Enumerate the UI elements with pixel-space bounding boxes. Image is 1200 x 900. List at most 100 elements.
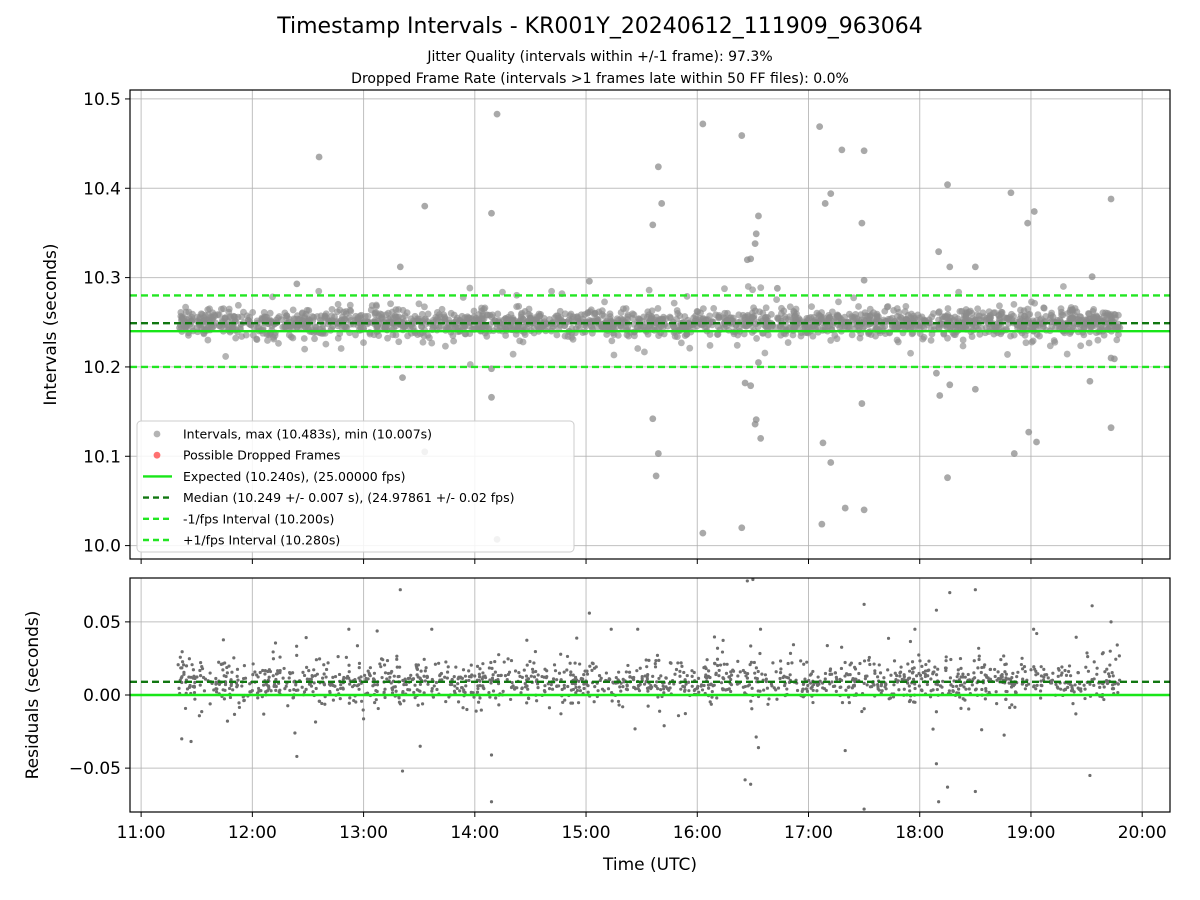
interval-point <box>493 324 501 331</box>
residual-point <box>200 709 204 714</box>
residual-point <box>274 688 278 692</box>
residual-point <box>274 672 279 676</box>
residual-point <box>497 703 501 707</box>
residual-point <box>532 661 536 665</box>
residual-point <box>984 687 988 691</box>
residual-point <box>543 684 547 688</box>
residual-point <box>976 666 980 670</box>
residual-point <box>715 696 719 700</box>
interval-outlier-point <box>396 263 404 271</box>
residual-point <box>413 683 417 687</box>
residual-point <box>929 689 933 693</box>
residual-point <box>352 698 356 703</box>
residual-point <box>389 671 393 675</box>
residual-point <box>847 700 851 705</box>
residual-point <box>816 675 820 679</box>
interval-point <box>997 310 1005 318</box>
residual-point <box>519 691 523 695</box>
interval-point <box>255 323 263 331</box>
interval-point <box>1063 350 1071 358</box>
residual-point <box>240 684 244 688</box>
residual-point <box>851 676 855 681</box>
interval-point <box>1046 342 1054 350</box>
residual-point <box>526 687 530 691</box>
residual-point <box>1002 733 1006 737</box>
interval-point <box>982 323 990 331</box>
residual-point <box>799 659 803 663</box>
residual-point <box>674 667 679 672</box>
residual-outlier-point <box>587 611 591 615</box>
interval-point <box>315 287 323 295</box>
interval-point <box>234 301 242 309</box>
interval-outlier-point <box>858 400 866 407</box>
residual-point <box>304 636 308 640</box>
residual-point <box>517 671 521 675</box>
residual-point <box>286 704 290 708</box>
residual-point <box>651 674 655 678</box>
residual-point <box>664 676 668 680</box>
residual-point <box>333 674 338 679</box>
residual-point <box>474 709 478 713</box>
residual-point <box>1076 686 1080 690</box>
residual-point <box>313 674 317 678</box>
residual-point <box>518 674 522 678</box>
residual-point <box>917 671 921 676</box>
residual-point <box>430 627 434 631</box>
interval-outlier-point <box>293 280 301 288</box>
interval-outlier-point <box>935 248 943 256</box>
interval-point <box>902 302 910 310</box>
residual-point <box>847 695 851 699</box>
residual-point <box>287 676 291 680</box>
residual-point <box>1085 651 1089 655</box>
residual-point <box>610 690 614 695</box>
residual-point <box>743 691 747 695</box>
residual-point <box>1056 686 1060 690</box>
residual-point <box>1067 664 1072 668</box>
interval-point <box>1051 338 1059 346</box>
interval-point <box>525 305 533 313</box>
residual-point <box>180 737 184 741</box>
interval-outlier-point <box>827 190 835 198</box>
interval-point <box>303 306 311 314</box>
interval-point <box>614 331 622 339</box>
residual-point <box>293 731 297 735</box>
legend: Intervals, max (10.483s), min (10.007s) P… <box>136 420 575 553</box>
interval-point <box>488 313 496 321</box>
top-y-tick-label: 10.4 <box>83 179 121 199</box>
residual-point <box>258 670 262 675</box>
residual-point <box>301 670 305 674</box>
residual-point <box>642 682 647 686</box>
residual-point <box>1021 677 1025 681</box>
residual-point <box>591 662 595 666</box>
residual-point <box>573 682 577 686</box>
residual-point <box>388 675 392 679</box>
residual-point <box>291 671 295 675</box>
interval-point <box>959 342 967 350</box>
residual-point <box>445 676 449 680</box>
residual-point <box>1060 671 1064 675</box>
residual-point <box>892 659 897 663</box>
interval-point <box>773 296 781 304</box>
residual-point <box>271 657 276 661</box>
interval-point <box>893 336 901 344</box>
residual-point <box>467 675 472 679</box>
residual-point <box>184 664 189 668</box>
interval-point <box>1007 332 1014 340</box>
residual-point <box>1022 665 1027 669</box>
interval-point <box>264 337 271 344</box>
residual-point <box>481 684 485 688</box>
residual-point <box>396 675 400 679</box>
residual-point <box>606 687 611 691</box>
interval-point <box>224 323 232 331</box>
interval-point <box>418 310 426 318</box>
residual-point <box>1042 667 1046 671</box>
chart-title: Timestamp Intervals - KR001Y_20240612_11… <box>277 14 923 39</box>
residual-point <box>776 686 781 690</box>
residual-point <box>295 644 299 648</box>
residual-point <box>1039 683 1043 687</box>
residual-point <box>412 690 416 695</box>
interval-point <box>848 331 856 339</box>
residual-point <box>697 690 701 694</box>
residual-point <box>347 670 351 674</box>
